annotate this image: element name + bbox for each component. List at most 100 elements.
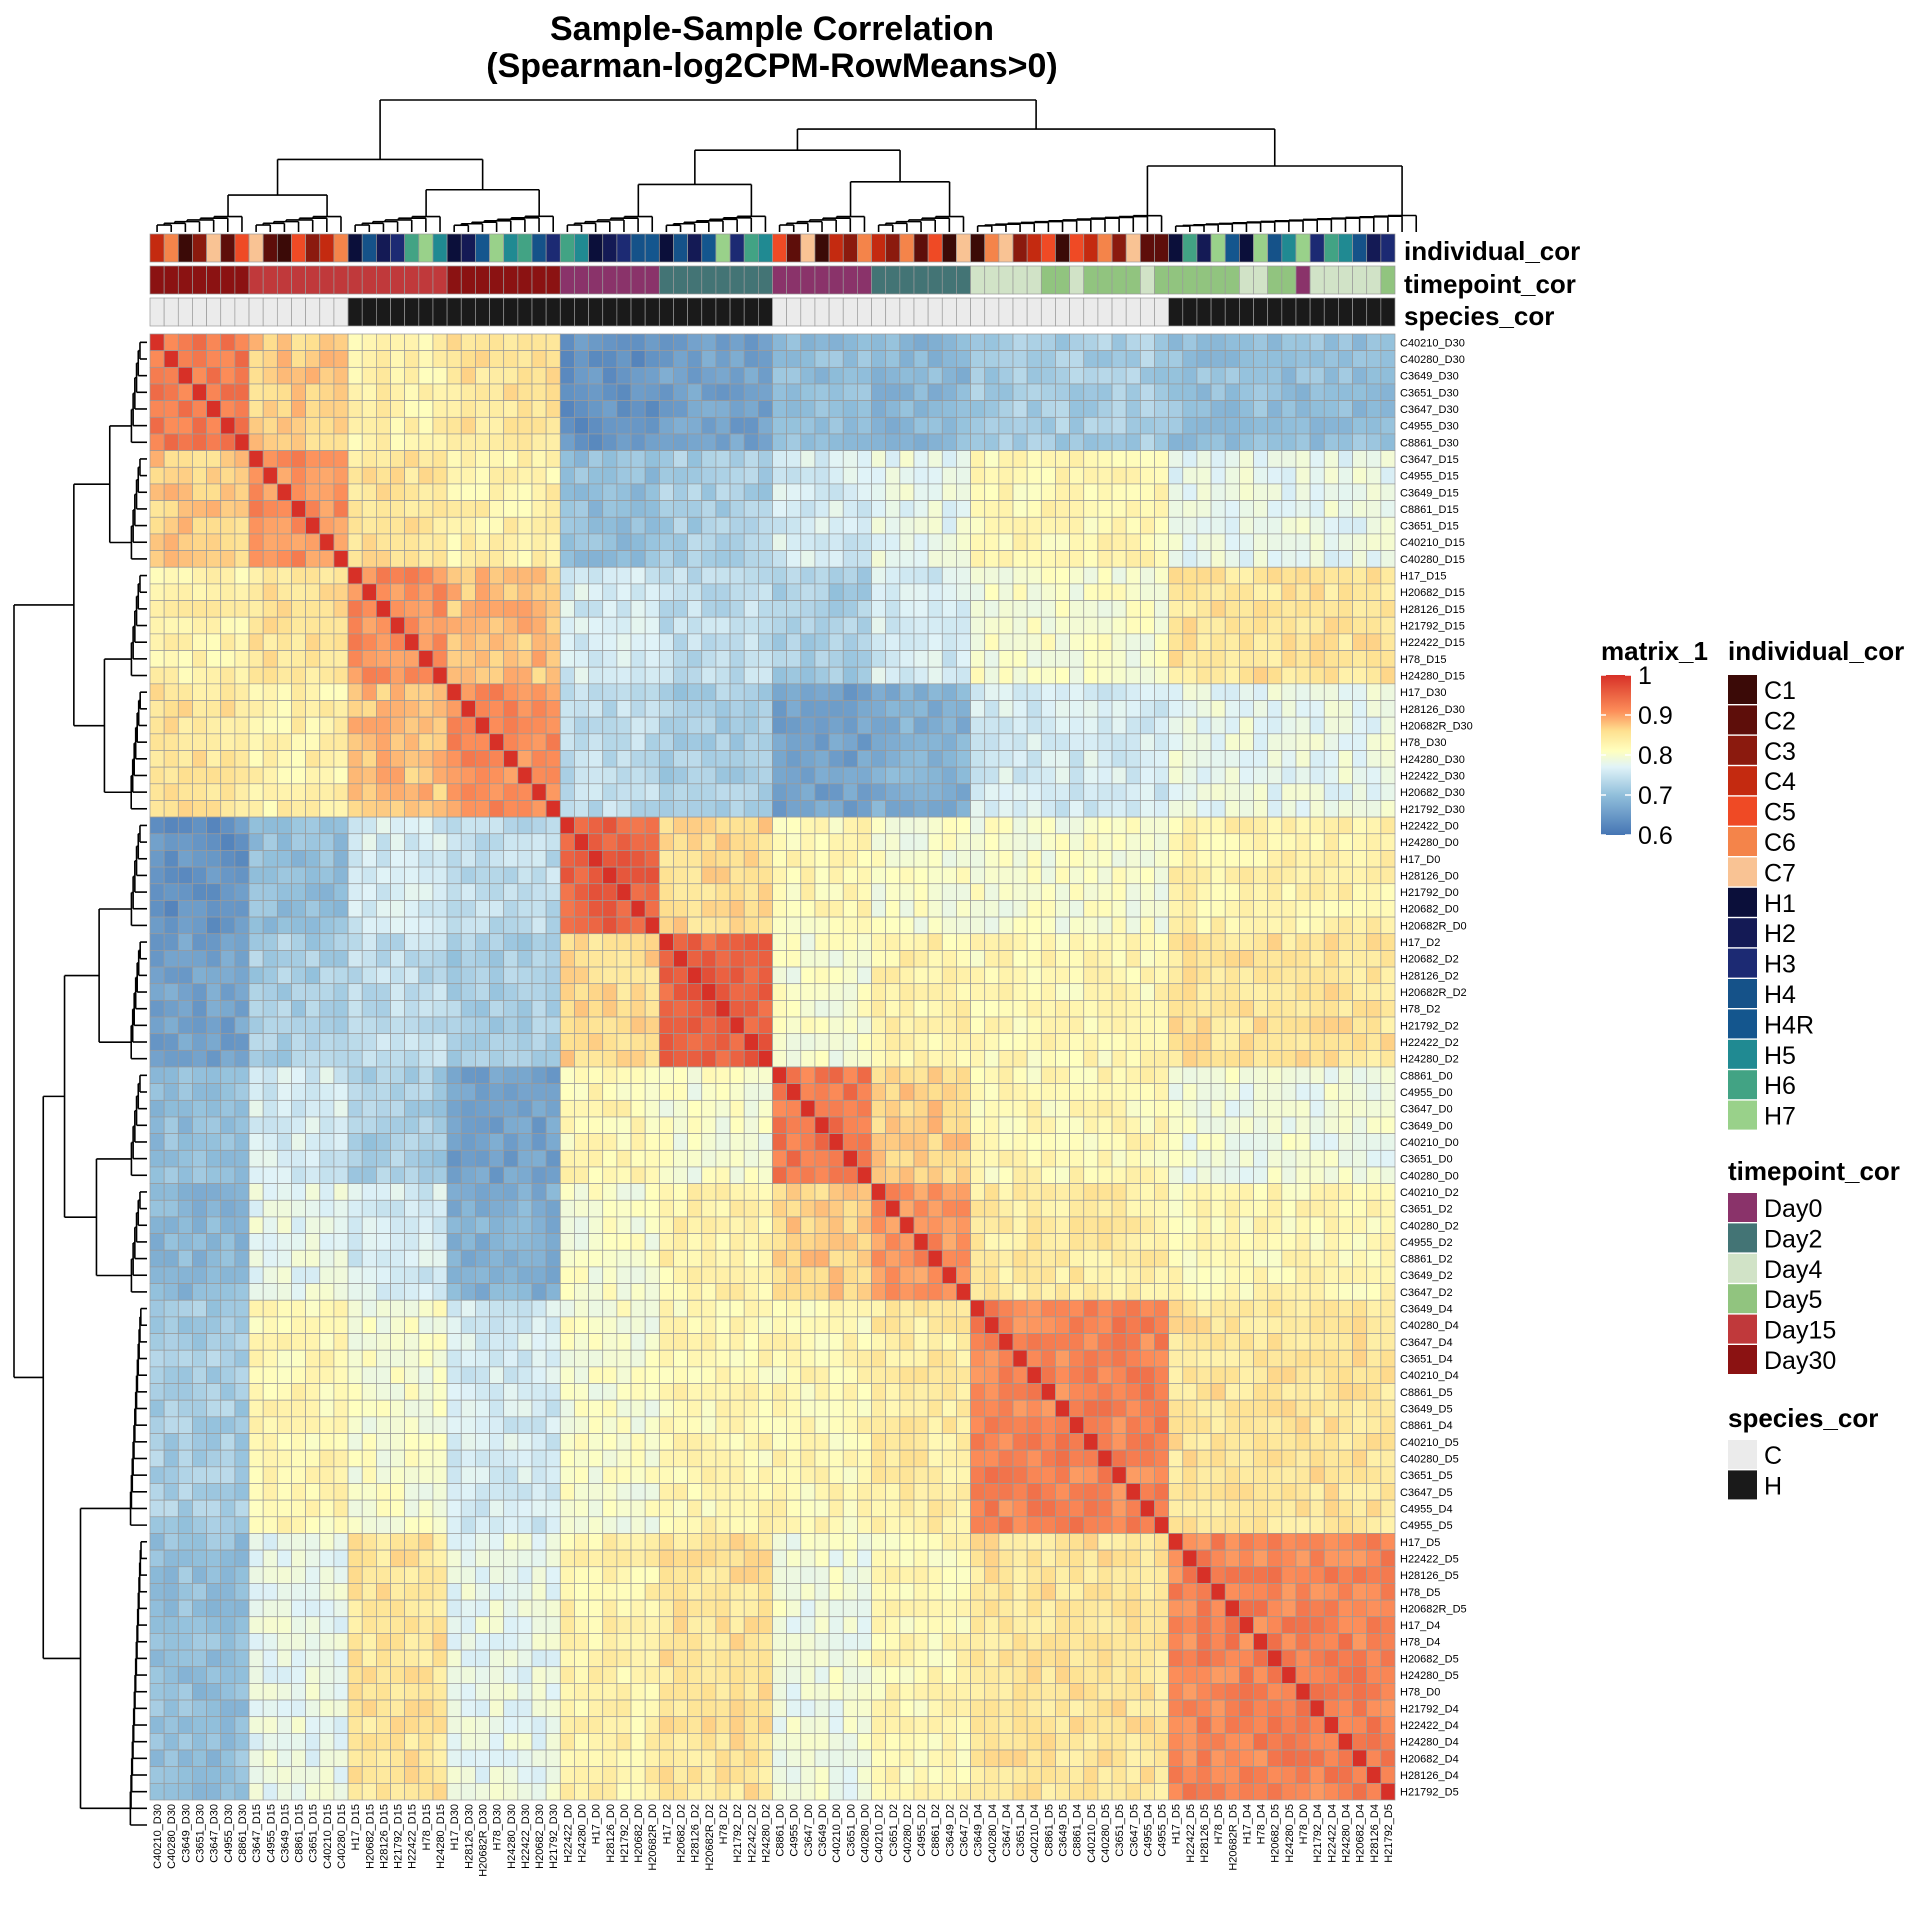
heatmap-cell [177, 750, 193, 768]
heatmap-cell [291, 450, 306, 468]
heatmap-cell [1309, 600, 1325, 618]
heatmap-cell [1380, 600, 1396, 618]
heatmap-cell [1366, 1033, 1382, 1051]
heatmap-cell [248, 416, 264, 435]
heatmap-cell [503, 483, 519, 501]
heatmap-cell [1210, 366, 1226, 385]
heatmap-cell [800, 550, 816, 568]
heatmap-cell [1168, 1016, 1184, 1035]
timepoint-annotation-cell [276, 265, 292, 295]
heatmap-cell [956, 933, 971, 951]
heatmap-cell [319, 466, 335, 485]
heatmap-cell [899, 866, 915, 885]
heatmap-cell [1309, 833, 1325, 851]
heatmap-cell [828, 900, 844, 918]
heatmap-cell [1380, 850, 1396, 868]
heatmap-cell [489, 1000, 505, 1018]
heatmap-cell [588, 400, 604, 418]
heatmap-cell [460, 583, 476, 601]
heatmap-cell [984, 916, 1000, 935]
heatmap-cell [1040, 400, 1056, 418]
heatmap-cell [814, 500, 830, 518]
heatmap-cell [206, 633, 222, 651]
heatmap-cell [276, 950, 292, 968]
heatmap-cell [234, 400, 250, 418]
heatmap-cell [404, 633, 420, 651]
species-annotation-cell [1111, 297, 1127, 327]
heatmap-cell [361, 1016, 377, 1035]
heatmap-cell [1069, 1016, 1085, 1035]
heatmap-cell [234, 683, 250, 701]
heatmap-cell [376, 600, 391, 618]
timepoint-annotation-cell [1253, 265, 1269, 295]
heatmap-cell [1366, 983, 1382, 1001]
heatmap-cell [616, 833, 632, 851]
heatmap-cell [149, 800, 165, 818]
timepoint-annotation-cell [234, 265, 250, 295]
heatmap-cell [1026, 633, 1042, 651]
heatmap-cell [1012, 616, 1028, 635]
heatmap-cell [1182, 883, 1198, 901]
heatmap-cell [475, 1033, 490, 1051]
heatmap-cell [1295, 433, 1311, 451]
heatmap-cell [842, 866, 858, 885]
heatmap-cell [276, 600, 292, 618]
heatmap-cell [687, 1116, 703, 1134]
heatmap-cell [291, 366, 306, 385]
heatmap-cell [531, 933, 547, 951]
heatmap-cell [602, 500, 618, 518]
heatmap-cell [729, 616, 745, 635]
heatmap-cell [673, 950, 688, 968]
heatmap-cell [1026, 433, 1042, 451]
heatmap-cell [1295, 416, 1311, 435]
heatmap-cell [913, 500, 929, 518]
heatmap-cell [192, 983, 207, 1001]
heatmap-cell [1295, 983, 1311, 1001]
heatmap-cell [517, 533, 533, 551]
heatmap-cell [333, 616, 349, 635]
heatmap-cell [1323, 883, 1339, 901]
heatmap-cell [192, 500, 207, 518]
heatmap-cell [234, 350, 250, 368]
heatmap-cell [418, 1033, 434, 1051]
heatmap-cell [192, 883, 207, 901]
heatmap-cell [1309, 800, 1325, 818]
heatmap-cell [885, 866, 901, 885]
heatmap-cell [1040, 1000, 1056, 1018]
heatmap-cell [262, 366, 278, 385]
heatmap-cell [460, 1083, 476, 1101]
heatmap-cell [1281, 333, 1297, 352]
heatmap-cell [885, 766, 901, 785]
heatmap-cell [1012, 683, 1028, 701]
heatmap-cell [616, 533, 632, 551]
heatmap-cell [998, 683, 1014, 701]
row-dendrogram [13, 341, 147, 1826]
heatmap-cell [673, 966, 688, 985]
heatmap-cell [1295, 333, 1311, 352]
heatmap-cell [1196, 1033, 1212, 1051]
heatmap-cell [1267, 516, 1283, 535]
heatmap-cell [616, 666, 632, 685]
heatmap-cell [588, 850, 604, 868]
heatmap-cell [1097, 683, 1113, 701]
heatmap-cell [800, 716, 816, 735]
heatmap-cell [658, 716, 674, 735]
heatmap-cell [1154, 983, 1169, 1001]
heatmap-cell [814, 400, 830, 418]
heatmap-cell [376, 1016, 391, 1035]
heatmap-cell [1083, 516, 1099, 535]
heatmap-cell [970, 766, 986, 785]
heatmap-cell [248, 666, 264, 685]
heatmap-cell [998, 883, 1014, 901]
heatmap-cell [333, 550, 349, 568]
heatmap-cell [1309, 966, 1325, 985]
heatmap-cell [644, 750, 660, 768]
heatmap-cell [1239, 916, 1254, 935]
heatmap-cell [404, 366, 420, 385]
heatmap-cell [1281, 350, 1297, 368]
heatmap-cell [1224, 650, 1240, 668]
heatmap-cell [970, 450, 986, 468]
heatmap-cell [701, 666, 717, 685]
heatmap-cell [1281, 616, 1297, 635]
heatmap-cell [1352, 833, 1368, 851]
